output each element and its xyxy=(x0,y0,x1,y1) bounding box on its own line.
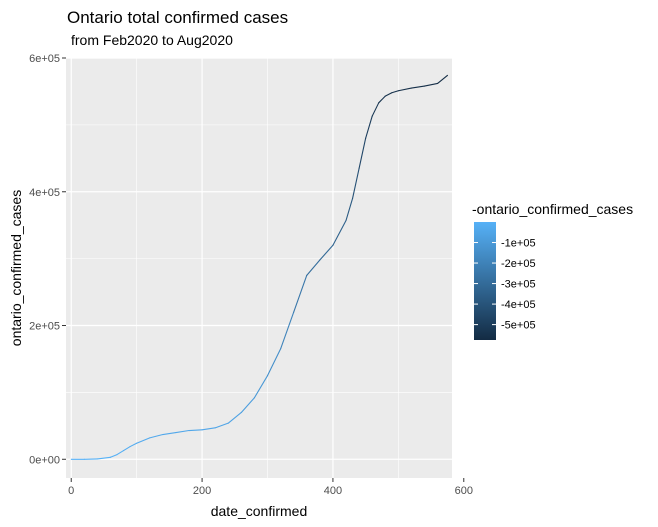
series-line-segment xyxy=(149,433,164,439)
series-line-segment xyxy=(214,422,229,429)
series-line-segment xyxy=(123,446,131,452)
series-line-segment xyxy=(384,92,393,97)
x-tick-label: 200 xyxy=(193,485,211,497)
series-line-segment xyxy=(136,437,151,444)
series-line-segment xyxy=(175,429,190,434)
series-line-segment xyxy=(240,397,255,414)
series-line-segment xyxy=(345,197,354,222)
legend-ticks: -1e+05 -2e+05 -3e+05 -4e+05 -5e+05 xyxy=(474,238,536,332)
legend-label: -2e+05 xyxy=(501,258,536,270)
legend-title: -ontario_confirmed_cases xyxy=(472,201,633,217)
series-line-segment xyxy=(306,259,321,276)
x-tick-label: 0 xyxy=(68,485,74,497)
series-line-segment xyxy=(391,90,399,94)
series-line-segment xyxy=(332,219,347,246)
x-axis-title: date_confirmed xyxy=(211,503,308,519)
y-tick-label: 4e+05 xyxy=(29,187,60,199)
series-line-segment xyxy=(116,450,125,456)
legend-label: -1e+05 xyxy=(501,238,536,250)
series-line-segment xyxy=(293,274,308,313)
series-line-segment xyxy=(253,375,269,399)
series-line-segment xyxy=(365,115,373,139)
y-axis: 0e+00 2e+05 4e+05 6e+05 xyxy=(29,53,66,466)
series-line-segment xyxy=(96,456,112,460)
series-line-segment xyxy=(280,311,295,350)
x-tick-label: 600 xyxy=(455,485,473,497)
legend-label: -4e+05 xyxy=(501,299,536,311)
x-axis: 0 200 400 600 xyxy=(68,478,473,497)
y-tick-label: 0e+00 xyxy=(29,454,60,466)
minor-gridlines xyxy=(66,58,452,478)
series-line-segment xyxy=(319,244,334,261)
y-axis-title: ontario_confirmed_cases xyxy=(8,190,24,346)
series-line-segment xyxy=(201,427,216,431)
chart-subtitle: from Feb2020 to Aug2020 xyxy=(71,32,233,48)
series-line-segment xyxy=(188,429,203,432)
legend-label: -3e+05 xyxy=(501,279,536,291)
series-line-segment xyxy=(352,167,360,199)
series-line-segment xyxy=(371,102,380,117)
legend-colorbar xyxy=(474,222,496,340)
x-tick-label: 400 xyxy=(324,485,342,497)
legend-label: -5e+05 xyxy=(501,320,536,332)
chart-title: Ontario total confirmed cases xyxy=(67,8,288,27)
plot-panel xyxy=(66,58,452,478)
legend: -ontario_confirmed_cases -1e+05 -2e+05 -3e… xyxy=(472,201,633,340)
series-line-segment xyxy=(358,137,367,169)
series-line-segment xyxy=(378,95,386,104)
series-line-segment xyxy=(129,442,138,448)
series-line-segment xyxy=(162,431,177,436)
y-tick-label: 2e+05 xyxy=(29,321,60,333)
y-tick-label: 6e+05 xyxy=(29,53,60,65)
series-line-segment xyxy=(397,87,412,92)
series-line-segment xyxy=(437,74,448,84)
series-line-segment xyxy=(109,454,118,458)
major-gridlines xyxy=(66,57,452,478)
series-line-segment xyxy=(266,348,282,377)
series-line-segment xyxy=(227,411,242,424)
series-line xyxy=(70,74,448,460)
series-line-segment xyxy=(410,85,426,89)
series-line-segment xyxy=(423,82,439,87)
